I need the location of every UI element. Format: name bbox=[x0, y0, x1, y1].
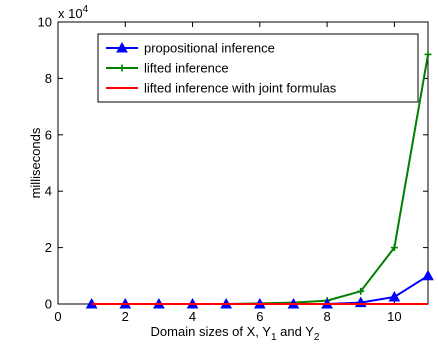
y-exponent-base: x 10 bbox=[58, 6, 83, 21]
legend-swatch-marker bbox=[116, 41, 128, 53]
data-point bbox=[422, 269, 434, 281]
legend-label: propositional inference bbox=[144, 41, 275, 56]
x-tick-label: 8 bbox=[323, 309, 330, 324]
y-axis-label: milliseconds bbox=[28, 127, 43, 198]
x-tick-label: 6 bbox=[256, 309, 263, 324]
y-tick-label: 8 bbox=[45, 71, 52, 86]
y-tick-label: 2 bbox=[45, 240, 52, 255]
x-tick-label: 10 bbox=[387, 309, 401, 324]
y-exponent-label: x 104 bbox=[58, 4, 89, 21]
legend-swatch-marker bbox=[118, 64, 126, 72]
y-exponent-power: 4 bbox=[83, 4, 89, 15]
data-point bbox=[388, 290, 401, 302]
x-tick-label: 0 bbox=[54, 309, 61, 324]
data-point bbox=[424, 50, 432, 58]
y-tick-label: 0 bbox=[45, 297, 52, 312]
legend-label: lifted inference with joint formulas bbox=[144, 81, 337, 96]
data-point bbox=[390, 244, 398, 252]
x-axis-label-sub1: 1 bbox=[271, 332, 277, 343]
x-axis-label-main: Domain sizes of X, Y bbox=[151, 324, 272, 339]
data-point bbox=[357, 287, 365, 295]
x-axis-label: Domain sizes of X, Y1 and Y2 bbox=[151, 324, 320, 343]
legend-label: lifted inference bbox=[144, 61, 229, 76]
x-axis-label-and: and Y bbox=[277, 324, 315, 339]
y-tick-label: 6 bbox=[45, 127, 52, 142]
legend: propositional inference lifted inference l… bbox=[97, 33, 419, 103]
legend-entry: lifted inference bbox=[106, 61, 229, 76]
y-tick-label: 4 bbox=[45, 184, 52, 199]
y-tick-label: 10 bbox=[38, 15, 52, 30]
legend-entry: lifted inference with joint formulas bbox=[106, 81, 337, 96]
x-tick-label: 4 bbox=[189, 309, 196, 324]
x-tick-label: 2 bbox=[122, 309, 129, 324]
x-axis-label-sub2: 2 bbox=[314, 332, 320, 343]
legend-box bbox=[97, 33, 419, 103]
series-layer bbox=[85, 50, 434, 309]
legend-entry: propositional inference bbox=[106, 41, 275, 56]
